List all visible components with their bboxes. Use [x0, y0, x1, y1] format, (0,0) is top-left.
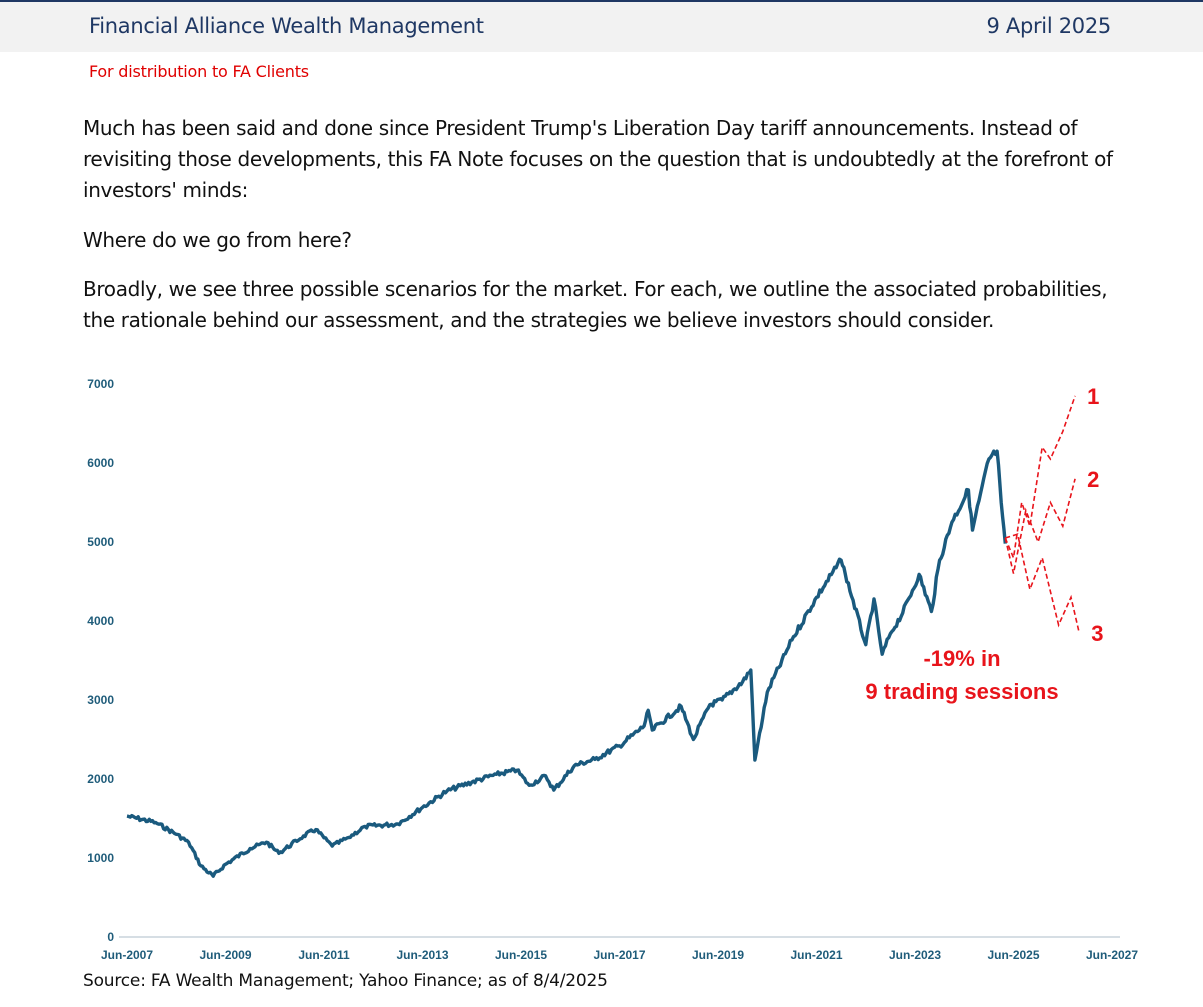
source-note: Source: FA Wealth Management; Yahoo Fina…	[83, 971, 608, 991]
x-tick-label: Jun-2007	[101, 948, 153, 962]
x-tick-label: Jun-2025	[987, 948, 1039, 962]
y-tick-label: 7000	[87, 377, 114, 391]
scenario-3-label: 3	[1091, 621, 1103, 646]
x-tick-label: Jun-2027	[1086, 948, 1138, 962]
y-tick-label: 2000	[87, 772, 114, 786]
top-rule	[0, 0, 1203, 2]
report-date: 9 April 2025	[986, 14, 1111, 38]
y-tick-label: 5000	[87, 535, 114, 549]
scenario-2-path	[1004, 478, 1076, 574]
distribution-note: For distribution to FA Clients	[89, 62, 309, 81]
y-tick-label: 4000	[87, 614, 114, 628]
y-tick-label: 1000	[87, 851, 114, 865]
x-tick-label: Jun-2023	[889, 948, 941, 962]
x-tick-label: Jun-2013	[396, 948, 448, 962]
intro-paragraph: Much has been said and done since Presid…	[83, 116, 1113, 202]
y-tick-label: 3000	[87, 693, 114, 707]
index-series-line	[126, 449, 1007, 878]
scenario-1-label: 1	[1087, 384, 1099, 409]
question-paragraph: Where do we go from here?	[83, 228, 352, 252]
x-tick-label: Jun-2011	[298, 948, 350, 962]
drawdown-annotation-line2: 9 trading sessions	[865, 679, 1058, 704]
scenarios-paragraph: Broadly, we see three possible scenarios…	[83, 277, 1108, 332]
x-tick-label: Jun-2009	[199, 948, 251, 962]
x-tick-label: Jun-2021	[790, 948, 842, 962]
y-tick-label: 0	[107, 930, 114, 944]
scenario-3-path	[1005, 533, 1080, 633]
y-tick-label: 6000	[87, 456, 114, 470]
x-tick-label: Jun-2017	[593, 948, 645, 962]
firm-name: Financial Alliance Wealth Management	[89, 14, 484, 38]
scenario-1-path	[1004, 395, 1076, 561]
drawdown-annotation-line1: -19% in	[923, 646, 1000, 671]
header-bar: Financial Alliance Wealth Management 9 A…	[0, 2, 1203, 52]
x-tick-label: Jun-2019	[692, 948, 744, 962]
x-tick-label: Jun-2015	[495, 948, 547, 962]
scenario-2-label: 2	[1087, 467, 1099, 492]
